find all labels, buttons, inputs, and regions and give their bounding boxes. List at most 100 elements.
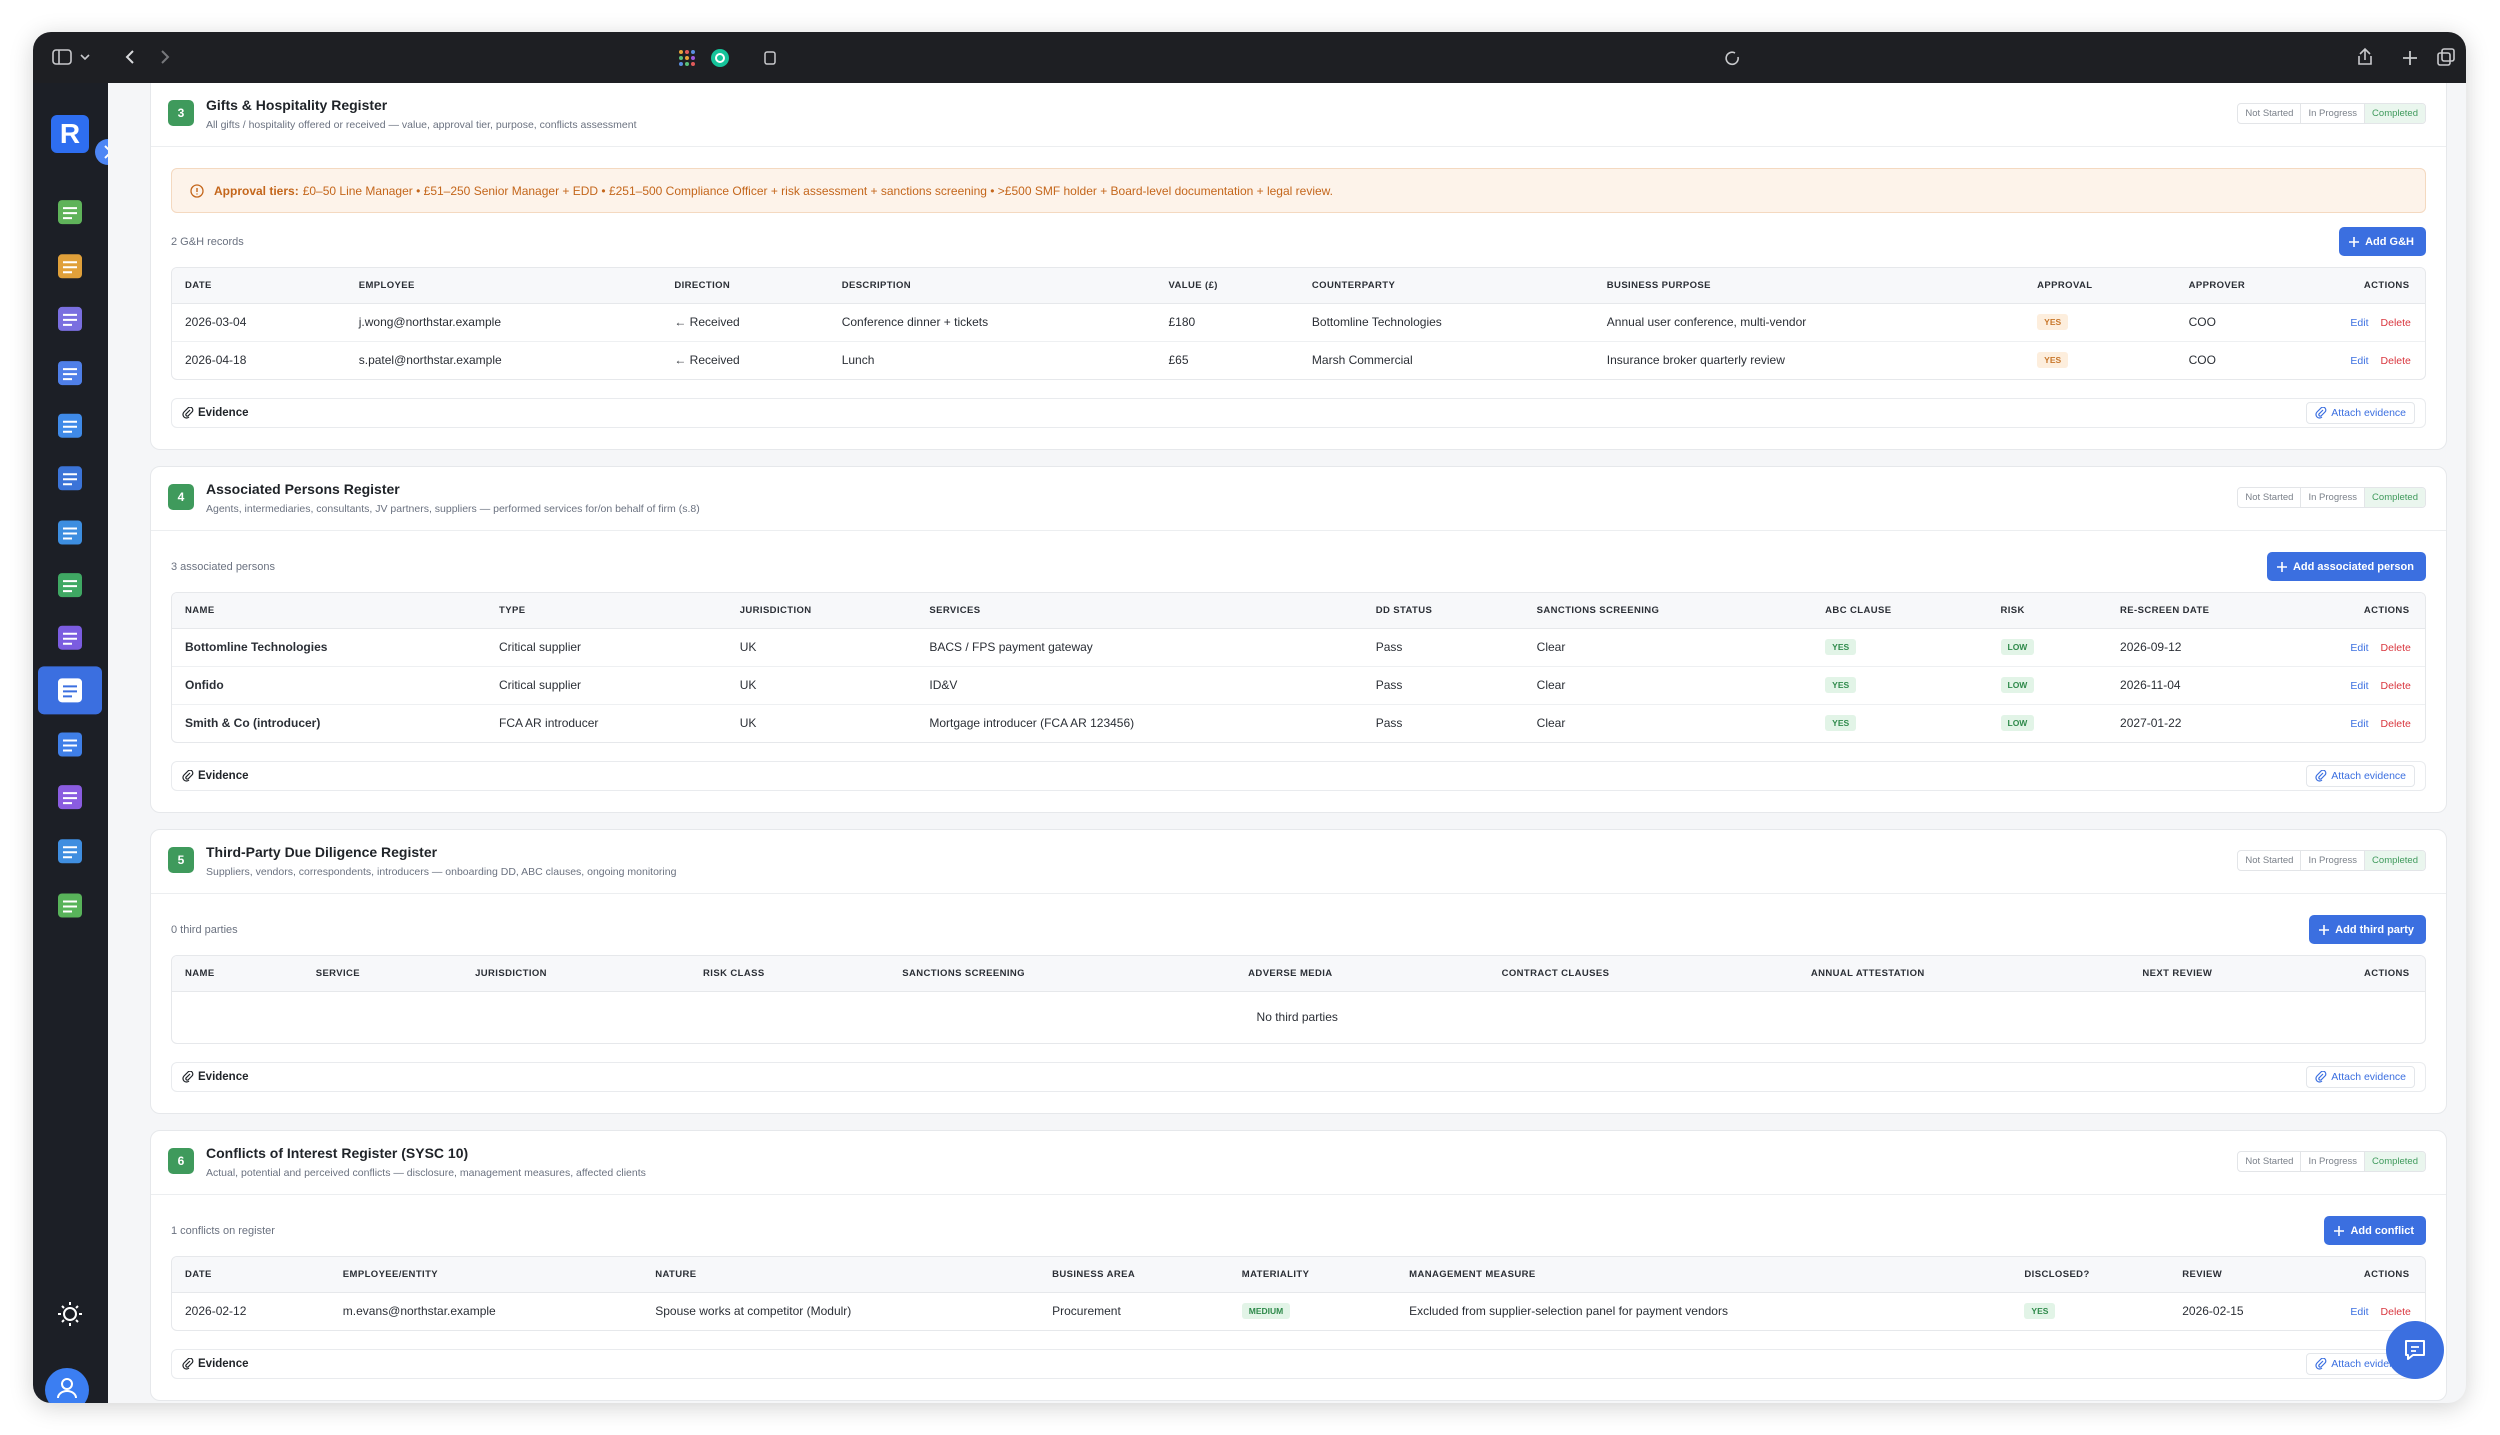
table-cell: £65 bbox=[1155, 340, 1299, 379]
table-cell: Bottomline Technologies bbox=[1311, 315, 1442, 329]
edit-action[interactable]: Edit bbox=[2350, 718, 2369, 731]
table-cell: UK bbox=[739, 640, 757, 654]
status-option[interactable]: Completed bbox=[2364, 851, 2425, 870]
add-button-label[interactable]: Add conflict bbox=[2350, 1224, 2414, 1237]
status-option[interactable]: In Progress bbox=[2300, 1152, 2364, 1171]
column-header: ADVERSE MEDIA bbox=[1235, 956, 1489, 992]
table-cell: 2026-02-12 bbox=[185, 1304, 247, 1319]
status-option[interactable]: Not Started bbox=[2245, 1156, 2294, 1167]
column-header: RISK CLASS bbox=[690, 956, 890, 992]
card-body: 3 associated persons Add associated perso… bbox=[151, 531, 2446, 812]
browser-toolbar bbox=[33, 32, 2466, 83]
back-button[interactable] bbox=[125, 50, 134, 64]
register-card: 3 Gifts & Hospitality Register All gifts /… bbox=[150, 83, 2447, 450]
attach-evidence-label[interactable]: Attach evidence bbox=[2331, 1071, 2406, 1083]
edit-action[interactable]: Edit bbox=[2350, 680, 2369, 692]
status-option[interactable]: In Progress bbox=[2300, 851, 2364, 870]
status-option[interactable]: Completed bbox=[2364, 1152, 2425, 1171]
table-cell: Pass bbox=[1362, 703, 1524, 742]
card-header: 5 Third-Party Due Diligence Register Suppl… bbox=[151, 830, 2446, 894]
attach-evidence-button[interactable]: Attach evidence bbox=[2306, 1066, 2415, 1088]
column-header: DESCRIPTION bbox=[828, 268, 1156, 304]
edit-action[interactable]: Edit bbox=[2350, 317, 2369, 329]
status-option[interactable]: Not Started bbox=[2245, 492, 2294, 503]
status-option[interactable]: Not Started bbox=[2245, 108, 2294, 119]
section-number: 6 bbox=[168, 1148, 194, 1174]
add-button[interactable]: Add third party bbox=[2309, 915, 2426, 944]
nav-icon[interactable] bbox=[58, 306, 82, 331]
add-button-label[interactable]: Add associated person bbox=[2292, 560, 2414, 573]
register-table: NAME SERVICE JURISDICTION RISK CLASS SANCTIO… bbox=[172, 956, 2425, 1043]
theme-toggle[interactable] bbox=[58, 1302, 82, 1326]
delete-action[interactable]: Delete bbox=[2380, 680, 2411, 692]
attach-evidence-label[interactable]: Attach evidence bbox=[2331, 1358, 2406, 1370]
table-row: 2026-02-12 m.evans@northstar.example Spous… bbox=[172, 1292, 2425, 1330]
column-header: EMPLOYEE bbox=[345, 268, 662, 304]
delete-action[interactable]: Delete bbox=[2380, 317, 2411, 329]
forward-button[interactable] bbox=[161, 50, 170, 64]
add-button[interactable]: Add conflict bbox=[2324, 1216, 2426, 1245]
delete-action[interactable]: Delete bbox=[2380, 642, 2411, 654]
count-row: 0 third parties Add third party bbox=[171, 915, 2426, 944]
edit-action[interactable]: Edit bbox=[2350, 642, 2369, 654]
notice-text: £0–50 Line Manager • £51–250 Senior Mana… bbox=[302, 183, 1333, 198]
table-cell: 2026-02-15 bbox=[2182, 1304, 2244, 1319]
table-wrap: DATE EMPLOYEE DIRECTION DESCRIPTION VALUE (£… bbox=[171, 267, 2426, 380]
share-button[interactable] bbox=[2358, 47, 2372, 65]
tabs-button[interactable] bbox=[2437, 52, 2451, 66]
attach-evidence-label[interactable]: Attach evidence bbox=[2331, 407, 2406, 419]
section-number: 5 bbox=[168, 847, 194, 873]
table-cell: COO bbox=[2175, 340, 2326, 379]
attach-evidence-button[interactable]: Attach evidence bbox=[2306, 765, 2415, 787]
actions-cell: Edit Delete bbox=[2325, 1292, 2425, 1330]
browser-window: R 3 Gifts & Hospitality Register All gifts… bbox=[33, 32, 2466, 1403]
table-cell: Conference dinner + tickets bbox=[841, 315, 989, 329]
table-cell: j.wong@northstar.example bbox=[358, 315, 501, 329]
register-table: DATE EMPLOYEE DIRECTION DESCRIPTION VALUE (£… bbox=[172, 268, 2425, 379]
section-title: Conflicts of Interest Register (SYSC 10) bbox=[206, 1145, 469, 1161]
edit-action[interactable]: Edit bbox=[2350, 355, 2369, 368]
table-cell: UK bbox=[726, 665, 917, 704]
table-cell: Bottomline Technologies bbox=[185, 640, 328, 654]
delete-action[interactable]: Delete bbox=[2380, 355, 2411, 368]
add-button[interactable]: Add associated person bbox=[2266, 552, 2426, 581]
attach-evidence-button[interactable]: Attach evidence bbox=[2306, 402, 2415, 424]
status-option[interactable]: Completed bbox=[2364, 104, 2425, 123]
card-header: 4 Associated Persons Register Agents, inte… bbox=[151, 467, 2446, 531]
user-avatar[interactable] bbox=[45, 1368, 89, 1403]
column-header: NAME bbox=[172, 956, 303, 992]
table-cell: COO bbox=[2188, 315, 2216, 329]
column-header: DATE bbox=[172, 1257, 330, 1293]
table-cell: Smith & Co (introducer) bbox=[172, 703, 487, 742]
actions-cell: Edit Delete bbox=[2325, 303, 2425, 341]
attach-evidence-label[interactable]: Attach evidence bbox=[2331, 770, 2406, 782]
column-header: ANNUAL ATTESTATION bbox=[1797, 956, 2130, 992]
grammarly-extension[interactable] bbox=[711, 49, 729, 67]
add-button-label[interactable]: Add G&H bbox=[2365, 235, 2414, 248]
add-button[interactable]: Add G&H bbox=[2339, 227, 2426, 256]
sidebar-toggle[interactable] bbox=[52, 49, 72, 65]
section-subtitle: All gifts / hospitality offered or recei… bbox=[206, 119, 637, 131]
logo[interactable] bbox=[51, 115, 89, 153]
collapse-button[interactable] bbox=[95, 139, 108, 165]
new-tab-button[interactable] bbox=[2403, 51, 2417, 65]
reader-icon[interactable] bbox=[764, 51, 776, 65]
edit-action[interactable]: Edit bbox=[2350, 1306, 2369, 1319]
actions-cell: Edit Delete bbox=[2325, 665, 2425, 704]
status-option[interactable]: Completed bbox=[2364, 488, 2425, 507]
column-header: EMPLOYEE/ENTITY bbox=[329, 1257, 643, 1293]
table-cell: YES bbox=[2024, 303, 2175, 341]
column-header: MATERIALITY bbox=[1228, 1257, 1397, 1293]
status-option[interactable]: In Progress bbox=[2300, 488, 2364, 507]
delete-action[interactable]: Delete bbox=[2380, 718, 2411, 731]
status-option[interactable]: In Progress bbox=[2300, 104, 2364, 123]
reload-button[interactable] bbox=[1725, 51, 1739, 66]
chat-button[interactable] bbox=[2385, 1320, 2445, 1380]
table-cell: YES bbox=[1812, 665, 1988, 704]
status-option[interactable]: Not Started bbox=[2245, 855, 2294, 866]
actions-cell: Edit Delete bbox=[2325, 703, 2425, 742]
add-button-label[interactable]: Add third party bbox=[2335, 923, 2414, 936]
delete-action[interactable]: Delete bbox=[2380, 1306, 2411, 1319]
grid-extension[interactable] bbox=[679, 50, 695, 66]
